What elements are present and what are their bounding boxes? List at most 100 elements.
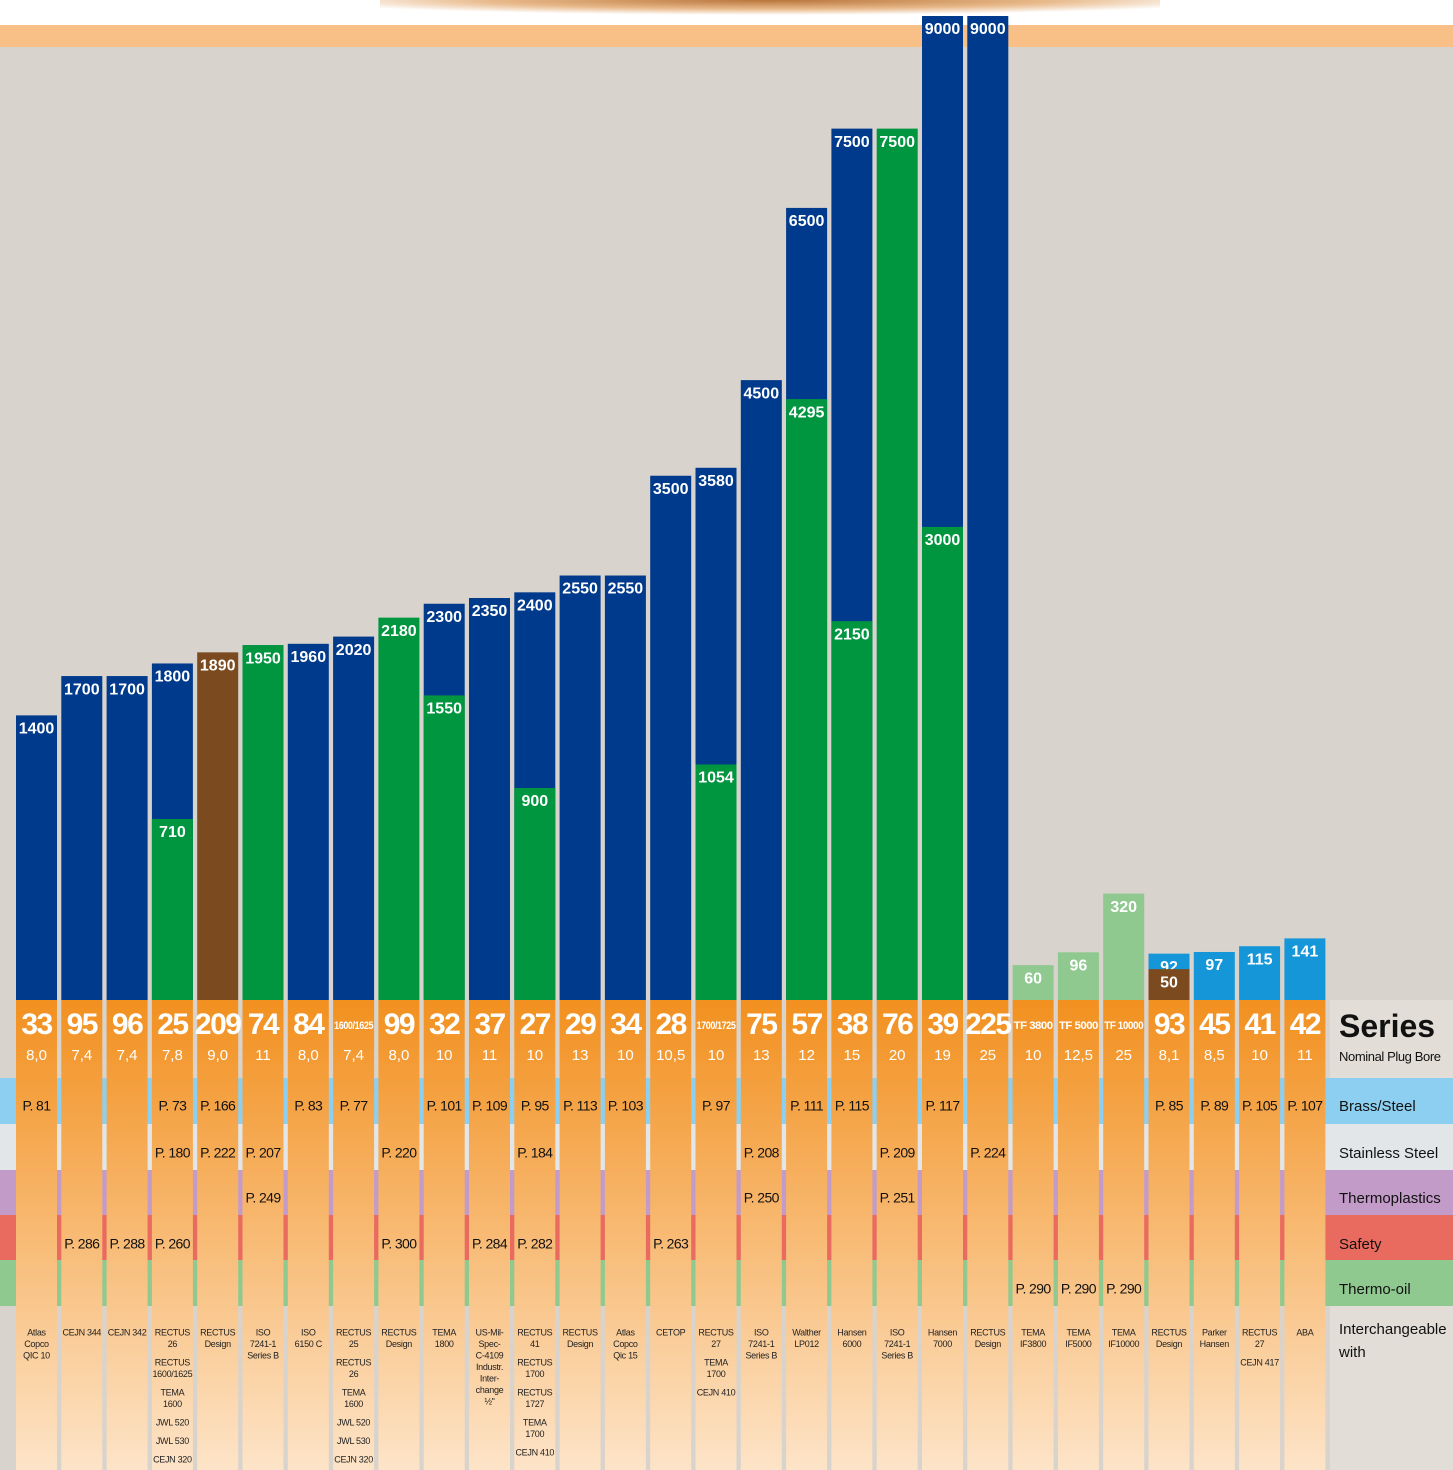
interchange-text: ISO (301, 1327, 316, 1337)
page-ref: P. 250 (744, 1190, 780, 1206)
page-ref: P. 282 (517, 1236, 553, 1252)
bore: 9,0 (207, 1047, 228, 1064)
column-body (61, 1000, 103, 1470)
page-ref: P. 117 (925, 1098, 960, 1114)
series-number: 25 (157, 1008, 188, 1041)
bar (786, 399, 828, 1000)
interchange-text: CEJN 344 (62, 1327, 101, 1337)
bar (514, 788, 556, 1000)
series-number: 75 (746, 1008, 777, 1041)
column-body (287, 1000, 329, 1470)
bar-label: 710 (159, 824, 186, 841)
series-number: 1600/1625 (334, 1020, 373, 1032)
page-ref: P. 166 (200, 1098, 236, 1114)
page-ref: P. 105 (1242, 1098, 1278, 1114)
interchange-text: 1727 (525, 1399, 544, 1409)
bar (197, 652, 239, 1000)
bore: 10 (436, 1047, 453, 1064)
interchange-text: TEMA (523, 1417, 547, 1427)
series-number: 76 (882, 1008, 913, 1041)
bar (106, 676, 148, 1000)
page-ref: P. 77 (340, 1098, 369, 1114)
bar-label: 2550 (562, 581, 598, 598)
bar (1103, 893, 1145, 1000)
bore: 10 (617, 1047, 634, 1064)
interchange-text: Qic 15 (613, 1350, 638, 1360)
series-number: 32 (429, 1008, 460, 1041)
interchange-text: TEMA (432, 1327, 456, 1337)
series-number: 27 (520, 1008, 551, 1041)
page-ref: P. 89 (1200, 1098, 1229, 1114)
interchange-text: 27 (711, 1339, 721, 1349)
series-number: 41 (1244, 1008, 1275, 1041)
bar (469, 598, 510, 1000)
bar-label: 3000 (925, 532, 961, 549)
row-label: Brass/Steel (1339, 1098, 1416, 1115)
bore: 7,4 (117, 1047, 138, 1064)
interchange-text: Series B (881, 1350, 913, 1360)
bar (1148, 969, 1190, 1000)
interchange-text: 7000 (933, 1339, 952, 1349)
page-ref: P. 95 (521, 1098, 550, 1114)
column-body (1057, 1000, 1099, 1470)
interchange-text: LP012 (794, 1339, 819, 1349)
series-number: 95 (67, 1008, 98, 1041)
interchange-text: TEMA (1021, 1327, 1045, 1337)
series-number: 29 (565, 1008, 596, 1041)
bar (650, 475, 692, 1000)
page-ref: P. 290 (1106, 1281, 1142, 1297)
interchange-text: RECTUS (155, 1327, 190, 1337)
interchange-text: RECTUS (517, 1387, 552, 1397)
page-ref: P. 284 (472, 1236, 508, 1252)
bore: 11 (255, 1047, 271, 1064)
row-label: Stainless Steel (1339, 1145, 1439, 1162)
interchange-text: JWL 520 (337, 1417, 370, 1427)
series-number: 42 (1290, 1008, 1321, 1041)
bar (695, 764, 737, 1000)
page-ref: P. 73 (158, 1098, 187, 1114)
interchange-text: 6000 (842, 1339, 861, 1349)
interchange-text: 1600 (163, 1399, 182, 1409)
interchange-text: ½" (484, 1396, 494, 1406)
page-ref: P. 109 (472, 1098, 508, 1114)
interchange-text: Copco (24, 1339, 49, 1349)
bar-label: 7500 (879, 134, 915, 151)
page-ref: P. 97 (702, 1098, 731, 1114)
page-ref: P. 113 (563, 1098, 598, 1114)
page-ref: P. 288 (110, 1236, 146, 1252)
series-number: TF 10000 (1104, 1020, 1143, 1032)
interchange-text: 1600/1625 (152, 1369, 192, 1379)
interchange-text: ISO (890, 1327, 905, 1337)
interchange-text: 27 (1255, 1339, 1265, 1349)
page-ref: P. 81 (23, 1098, 52, 1114)
page-ref: P. 115 (835, 1098, 870, 1114)
interchange-text: RECTUS (517, 1327, 552, 1337)
interchange-text: RECTUS (155, 1357, 190, 1367)
page-ref: P. 208 (744, 1145, 780, 1161)
series-number: 74 (248, 1008, 280, 1041)
bar-label: 6500 (789, 213, 825, 230)
page-ref: P. 249 (245, 1190, 281, 1206)
bar (559, 575, 601, 1000)
column-body (876, 1000, 918, 1470)
column-body (151, 1000, 193, 1470)
series-number: 84 (293, 1008, 325, 1041)
interchange-text: Series B (247, 1350, 279, 1360)
bore: 19 (934, 1047, 951, 1064)
column-body (423, 1000, 465, 1470)
page-ref: P. 107 (1287, 1098, 1323, 1114)
page-ref: P. 224 (970, 1145, 1006, 1161)
series-number: TF 3800 (1014, 1020, 1053, 1032)
row-label: Series (1339, 1008, 1436, 1044)
page-ref: P. 85 (1155, 1098, 1184, 1114)
bore: 7,4 (71, 1047, 92, 1064)
interchange-text: Hansen (1200, 1339, 1230, 1349)
page-ref: P. 209 (880, 1145, 916, 1161)
interchange-text: 1600 (344, 1399, 363, 1409)
series-number: 37 (474, 1008, 505, 1041)
interchange-text: RECTUS (1242, 1327, 1277, 1337)
series-number: 28 (656, 1008, 687, 1041)
column-body (695, 1000, 737, 1470)
page-ref: P. 290 (1016, 1281, 1052, 1297)
bore: 20 (889, 1047, 906, 1064)
